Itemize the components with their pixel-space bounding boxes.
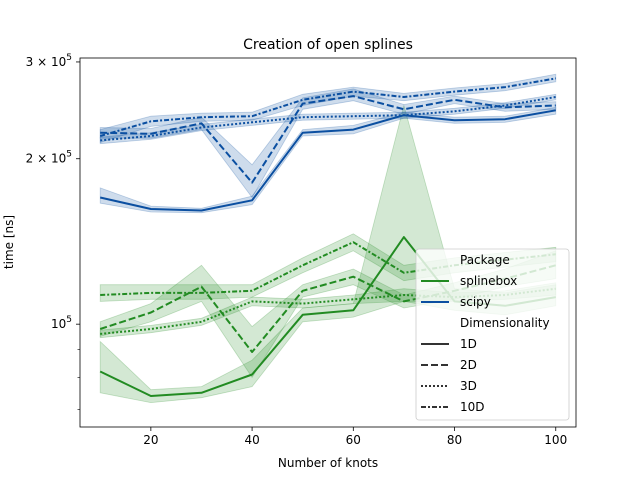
line-scipy-1d: [99, 109, 556, 212]
band-scipy-10d: [99, 73, 557, 144]
plot-frame: [79, 57, 577, 428]
y-axis-ticks: 105 2 × 105 3 × 105: [26, 53, 80, 410]
legend-scipy-label: scipy: [460, 295, 491, 309]
y-tick-label-300000: 3 × 105: [26, 53, 72, 69]
y-tick-label-200000: 2 × 105: [26, 150, 72, 166]
x-tick-label-100: 100: [544, 433, 567, 447]
legend-header-dimensionality: Dimensionality: [460, 316, 550, 330]
y-axis-label: time [ns]: [2, 215, 16, 269]
chart-title: Creation of open splines: [243, 37, 413, 53]
legend: Package splinebox scipy Dimensionality 1D 2D 3…: [415, 248, 570, 421]
x-tick-label-20: 20: [143, 433, 158, 447]
line-splinebox-2d: [99, 264, 557, 353]
y-tick-label-100000: 105: [51, 315, 72, 331]
legend-box: [415, 248, 570, 421]
x-tick-label-40: 40: [244, 433, 259, 447]
x-axis-label: Number of knots: [278, 456, 378, 470]
legend-dim-2d-label: 2D: [460, 358, 477, 372]
legend-dim-10d-label: 10D: [460, 400, 485, 414]
band-scipy-3d: [99, 93, 557, 145]
x-axis-ticks: 20 40 60 80 100: [143, 427, 567, 447]
x-tick-label-60: 60: [346, 433, 361, 447]
band-scipy-2d: [99, 88, 557, 199]
x-tick-label-80: 80: [447, 433, 462, 447]
legend-header-package: Package: [460, 253, 510, 267]
legend-dim-1d-label: 1D: [460, 337, 477, 351]
legend-splinebox-label: splinebox: [460, 274, 517, 288]
line-scipy-3d: [100, 96, 556, 142]
line-scipy-2d: [100, 95, 556, 184]
line-scipy-10d: [99, 77, 556, 137]
legend-dim-3d-label: 3D: [460, 379, 477, 393]
